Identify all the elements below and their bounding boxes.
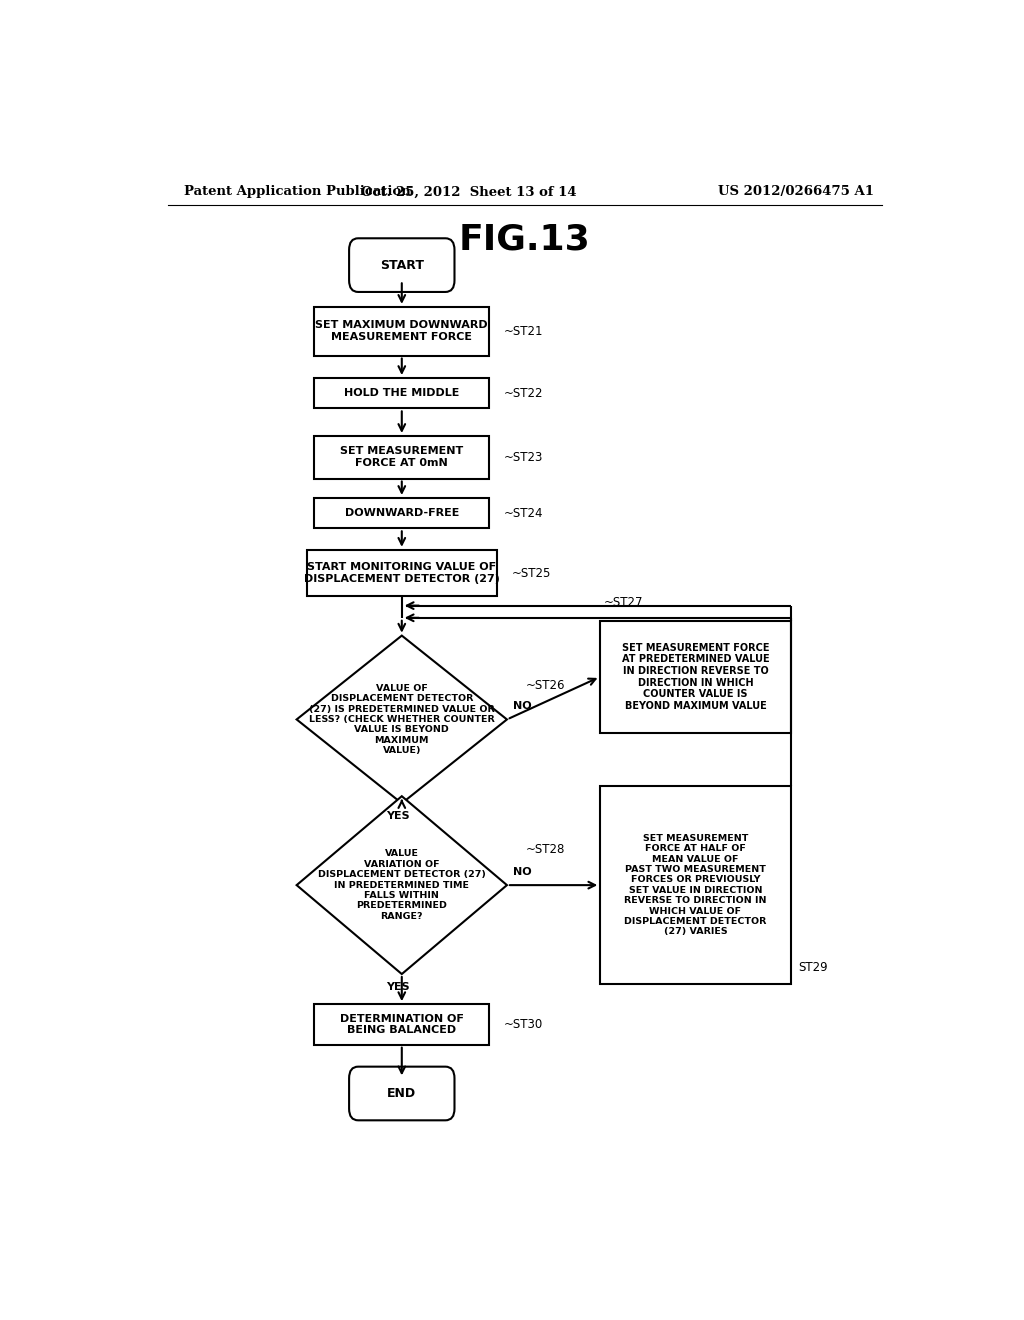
Text: DOWNWARD-FREE: DOWNWARD-FREE <box>345 508 459 519</box>
Text: Oct. 25, 2012  Sheet 13 of 14: Oct. 25, 2012 Sheet 13 of 14 <box>361 185 578 198</box>
Text: ~ST30: ~ST30 <box>504 1018 543 1031</box>
Text: NO: NO <box>513 701 531 711</box>
Text: ST29: ST29 <box>799 961 828 974</box>
Text: VALUE OF
DISPLACEMENT DETECTOR
(27) IS PREDETERMINED VALUE OR
LESS? (CHECK WHETH: VALUE OF DISPLACEMENT DETECTOR (27) IS P… <box>309 684 495 755</box>
Text: ~ST25: ~ST25 <box>511 566 551 579</box>
Text: ~ST24: ~ST24 <box>504 507 543 520</box>
Text: SET MAXIMUM DOWNWARD
MEASUREMENT FORCE: SET MAXIMUM DOWNWARD MEASUREMENT FORCE <box>315 321 488 342</box>
Text: SET MEASUREMENT FORCE
AT PREDETERMINED VALUE
IN DIRECTION REVERSE TO
DIRECTION I: SET MEASUREMENT FORCE AT PREDETERMINED V… <box>622 643 769 710</box>
Text: SET MEASUREMENT
FORCE AT 0mN: SET MEASUREMENT FORCE AT 0mN <box>340 446 464 469</box>
Text: SET MEASUREMENT
FORCE AT HALF OF
MEAN VALUE OF
PAST TWO MEASUREMENT
FORCES OR PR: SET MEASUREMENT FORCE AT HALF OF MEAN VA… <box>625 834 767 936</box>
Text: ~ST21: ~ST21 <box>504 325 543 338</box>
Bar <box>600 620 791 733</box>
Text: Patent Application Publication: Patent Application Publication <box>183 185 411 198</box>
Text: DETERMINATION OF
BEING BALANCED: DETERMINATION OF BEING BALANCED <box>340 1014 464 1035</box>
Bar <box>314 1005 489 1044</box>
FancyBboxPatch shape <box>349 1067 455 1121</box>
Bar <box>314 378 489 408</box>
Text: ~ST26: ~ST26 <box>525 680 565 693</box>
Bar <box>600 785 791 985</box>
Text: VALUE
VARIATION OF
DISPLACEMENT DETECTOR (27)
IN PREDETERMINED TIME
FALLS WITHIN: VALUE VARIATION OF DISPLACEMENT DETECTOR… <box>317 850 485 921</box>
Text: NO: NO <box>513 867 531 876</box>
Text: FIG.13: FIG.13 <box>459 223 591 256</box>
Text: YES: YES <box>386 982 410 993</box>
Text: START: START <box>380 259 424 272</box>
FancyBboxPatch shape <box>349 239 455 292</box>
Bar <box>314 498 489 528</box>
Text: START MONITORING VALUE OF
DISPLACEMENT DETECTOR (27): START MONITORING VALUE OF DISPLACEMENT D… <box>304 562 500 583</box>
Text: ~ST22: ~ST22 <box>504 387 543 400</box>
Text: ~ST27: ~ST27 <box>604 595 644 609</box>
Text: ~ST28: ~ST28 <box>525 843 565 857</box>
Polygon shape <box>297 636 507 804</box>
Bar <box>314 306 489 355</box>
Text: ~ST23: ~ST23 <box>504 450 543 463</box>
Bar <box>306 549 497 597</box>
Polygon shape <box>297 796 507 974</box>
Text: YES: YES <box>386 812 410 821</box>
Text: END: END <box>387 1086 417 1100</box>
Text: HOLD THE MIDDLE: HOLD THE MIDDLE <box>344 388 460 399</box>
Bar <box>314 436 489 479</box>
Text: US 2012/0266475 A1: US 2012/0266475 A1 <box>718 185 873 198</box>
